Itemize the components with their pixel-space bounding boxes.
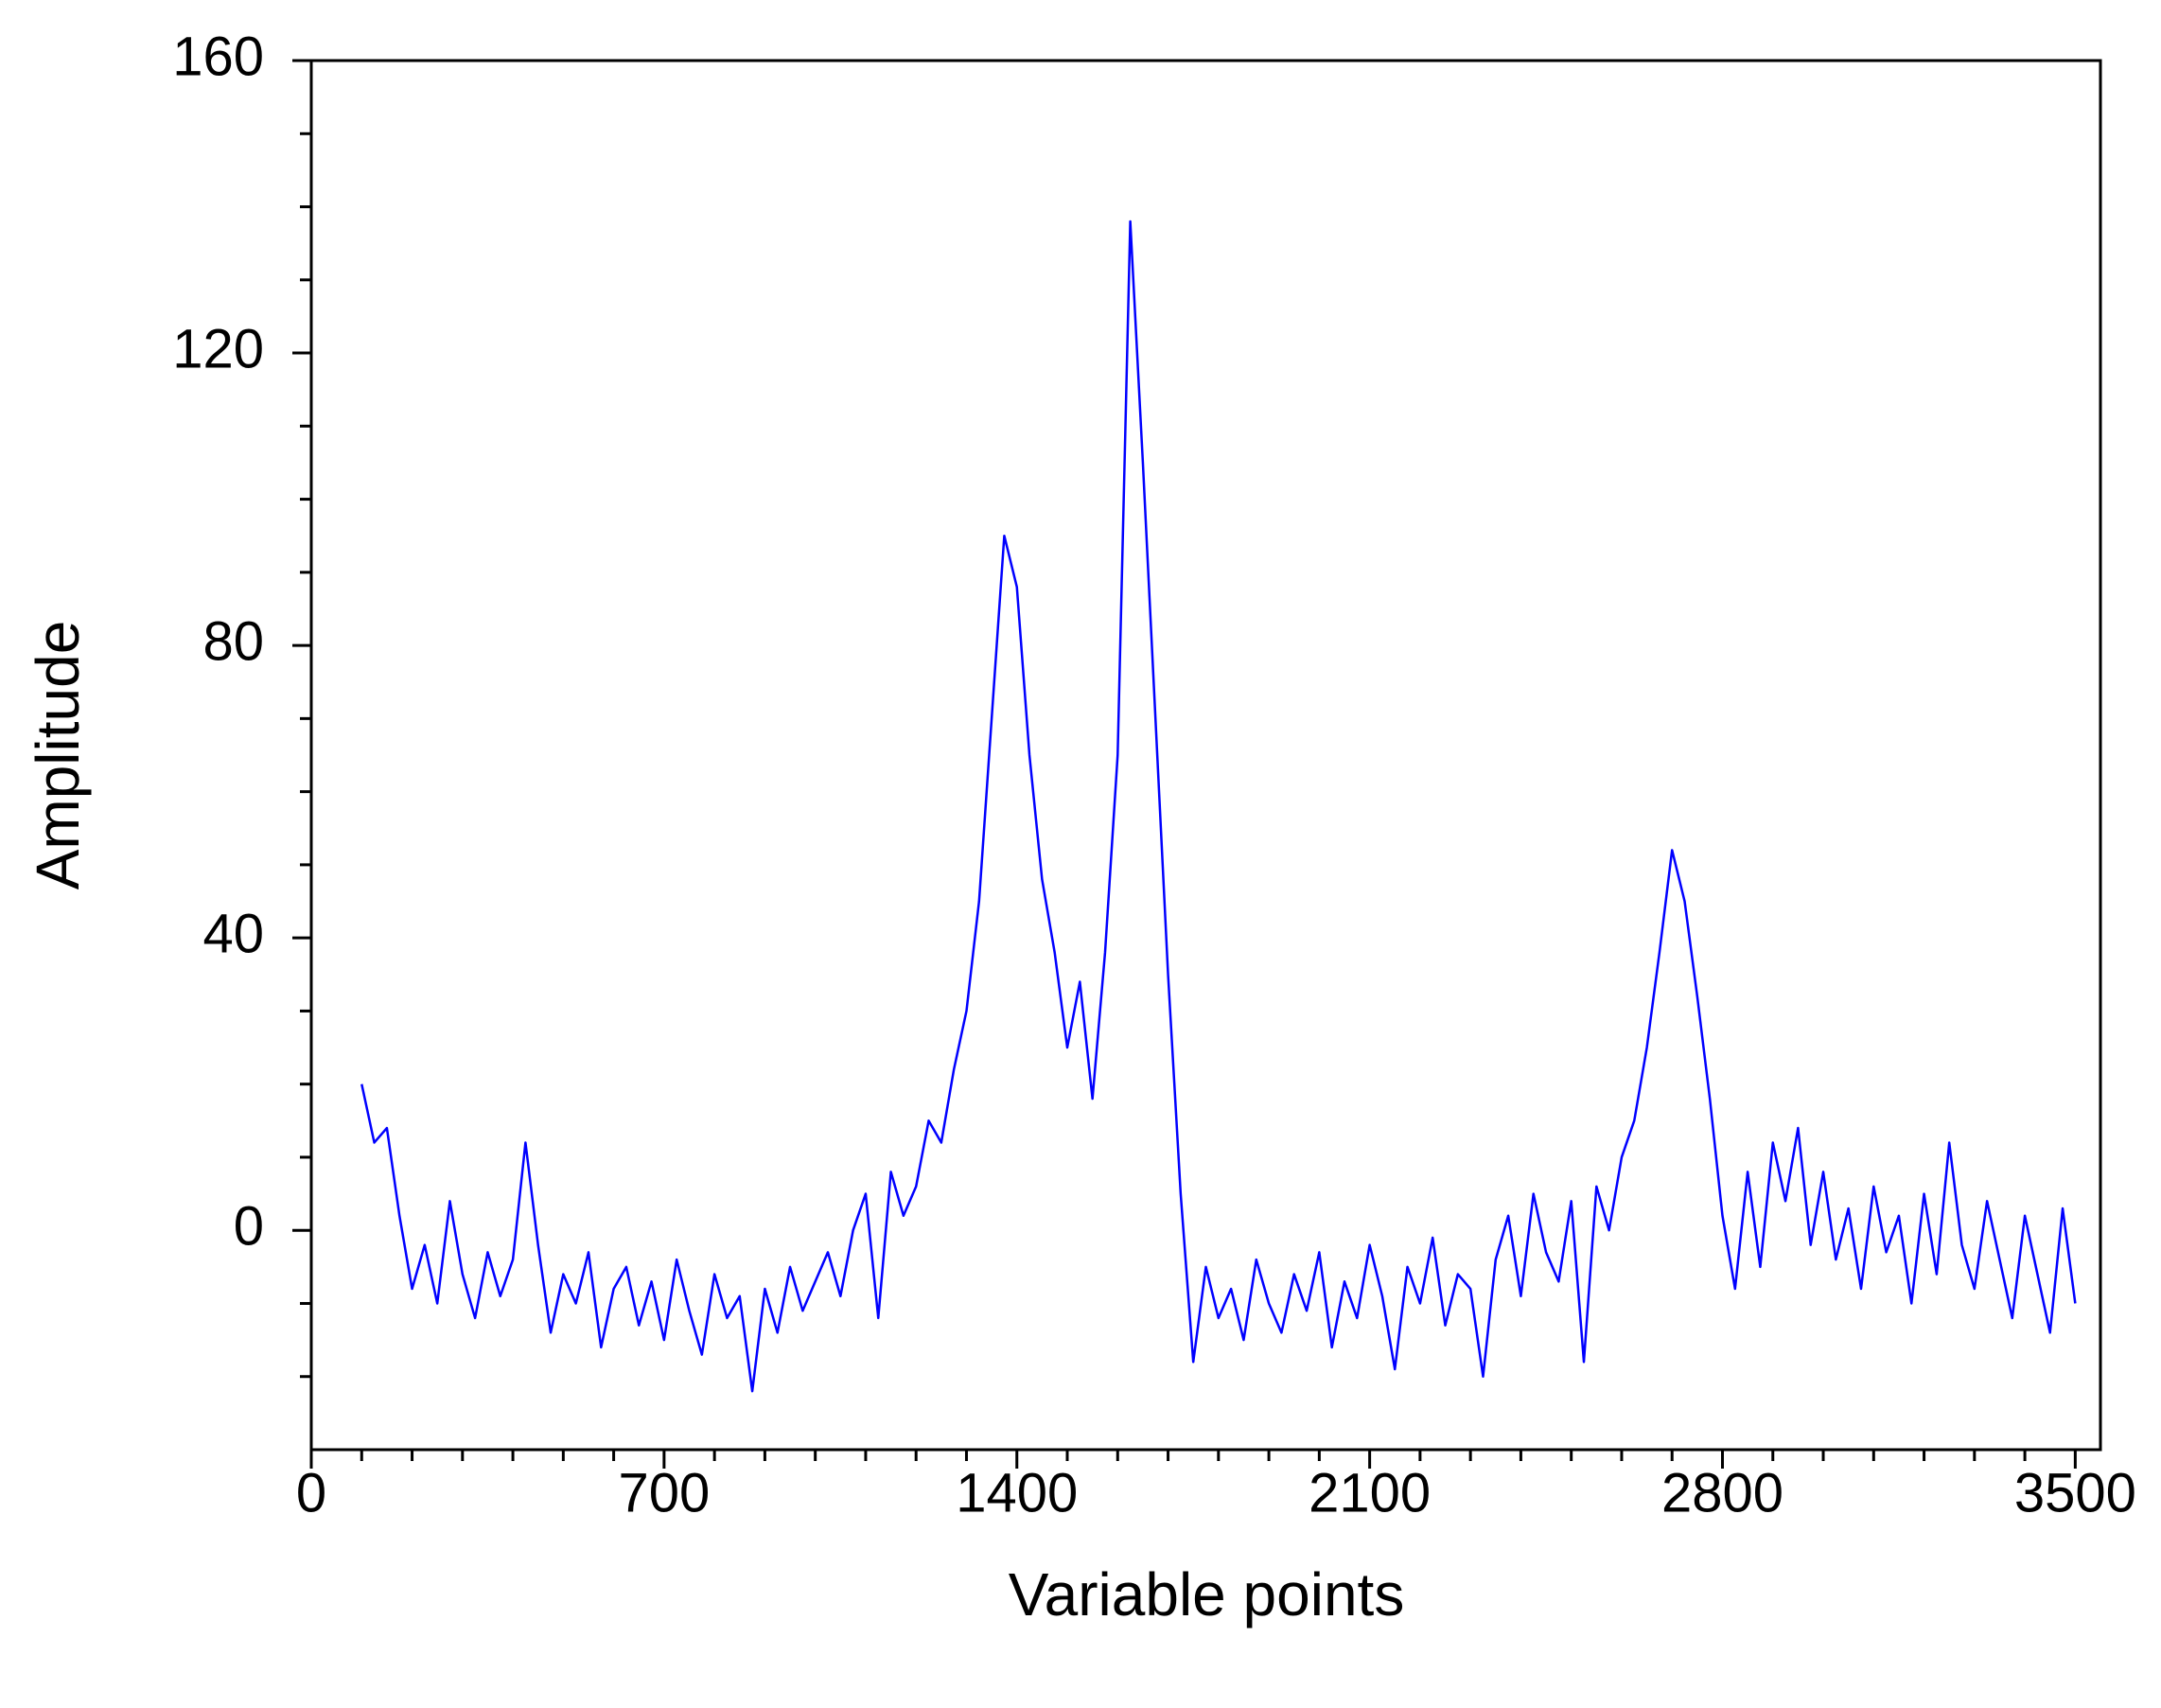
x-axis-title: Variable points [1009,1560,1405,1629]
data-line [360,220,2077,1393]
y-tick-label: 160 [172,26,264,87]
x-tick-label: 3500 [2014,1462,2136,1523]
x-tick-label: 1400 [956,1462,1078,1523]
x-tick-label: 2800 [1661,1462,1783,1523]
x-tick-label: 0 [296,1462,326,1523]
y-tick-label: 80 [202,610,264,672]
plot-frame [309,59,2102,1452]
y-axis-title: Amplitude [24,621,92,890]
y-tick-label: 40 [202,903,264,964]
x-tick-label: 700 [618,1462,710,1523]
y-tick-label: 120 [172,318,264,379]
y-tick-label: 0 [234,1196,264,1258]
x-tick-label: 2100 [1309,1462,1431,1523]
